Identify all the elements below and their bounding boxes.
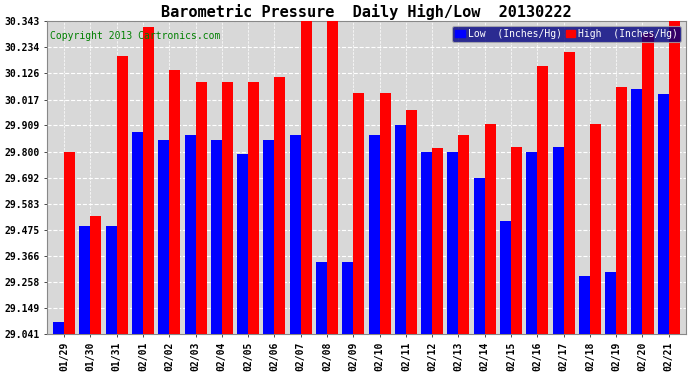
Bar (264, 140, 275, 334)
Bar (669, 21, 680, 334)
Bar (316, 262, 327, 334)
Legend: Low  (Inches/Hg), High  (Inches/Hg): Low (Inches/Hg), High (Inches/Hg) (452, 26, 681, 42)
Bar (526, 152, 538, 334)
Bar (474, 178, 485, 334)
Bar (248, 82, 259, 334)
Bar (564, 52, 575, 334)
Bar (64, 152, 75, 334)
Bar (90, 216, 101, 334)
Bar (642, 33, 653, 334)
Bar (500, 221, 511, 334)
Bar (631, 89, 642, 334)
Bar (538, 66, 549, 334)
Bar (117, 56, 128, 334)
Bar (158, 140, 169, 334)
Bar (553, 147, 564, 334)
Bar (406, 110, 417, 334)
Bar (237, 154, 248, 334)
Bar (447, 152, 458, 334)
Bar (421, 152, 432, 334)
Bar (290, 135, 301, 334)
Bar (605, 272, 616, 334)
Bar (579, 276, 590, 334)
Bar (53, 322, 64, 334)
Bar (132, 132, 143, 334)
Bar (658, 94, 669, 334)
Bar (301, 18, 312, 334)
Bar (211, 140, 222, 334)
Bar (327, 18, 338, 334)
Bar (395, 125, 406, 334)
Bar (590, 124, 601, 334)
Bar (275, 77, 286, 334)
Text: Copyright 2013 Cartronics.com: Copyright 2013 Cartronics.com (50, 31, 221, 41)
Bar (143, 27, 154, 334)
Bar (458, 135, 469, 334)
Bar (616, 87, 627, 334)
Bar (368, 135, 380, 334)
Bar (222, 82, 233, 334)
Bar (342, 262, 353, 334)
Bar (184, 135, 195, 334)
Bar (169, 70, 180, 334)
Bar (353, 93, 364, 334)
Bar (380, 93, 391, 334)
Bar (511, 147, 522, 334)
Title: Barometric Pressure  Daily High/Low  20130222: Barometric Pressure Daily High/Low 20130… (161, 4, 572, 20)
Bar (106, 226, 117, 334)
Bar (195, 82, 206, 334)
Bar (485, 124, 496, 334)
Bar (432, 148, 443, 334)
Bar (79, 226, 90, 334)
